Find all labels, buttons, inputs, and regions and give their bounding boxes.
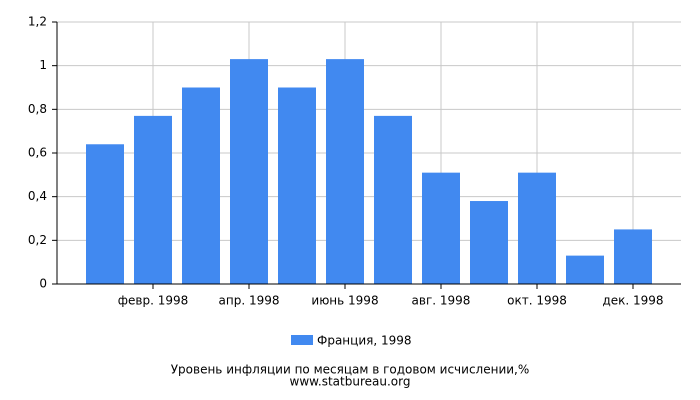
bar — [230, 59, 268, 284]
y-tick-label: 0,2 — [28, 233, 47, 247]
legend-label: Франция, 1998 — [317, 334, 412, 348]
y-tick-label: 0 — [39, 277, 47, 291]
chart-title: Уровень инфляции по месяцам в годовом ис… — [171, 363, 530, 377]
bar — [566, 255, 604, 284]
x-tick-label: июнь 1998 — [311, 294, 378, 308]
y-tick-label: 0,4 — [28, 189, 47, 203]
bar — [614, 229, 652, 284]
y-tick-label: 0,6 — [28, 146, 47, 160]
x-tick-label: апр. 1998 — [219, 294, 280, 308]
bar — [182, 87, 220, 284]
bar — [278, 87, 316, 284]
bar — [86, 144, 124, 284]
legend-swatch — [291, 335, 313, 345]
chart-subtitle: www.statbureau.org — [290, 375, 411, 389]
y-tick-label: 0,8 — [28, 102, 47, 116]
y-tick-label: 1,2 — [28, 15, 47, 29]
x-tick-label: окт. 1998 — [507, 294, 567, 308]
bar — [134, 115, 172, 284]
bar — [374, 115, 412, 284]
x-tick-label: дек. 1998 — [602, 294, 663, 308]
bar — [470, 201, 508, 284]
y-tick-label: 1 — [39, 58, 47, 72]
bar — [518, 172, 556, 284]
x-tick-label: февр. 1998 — [118, 294, 189, 308]
x-tick-label: авг. 1998 — [412, 294, 471, 308]
bar — [422, 172, 460, 284]
bar — [326, 59, 364, 284]
